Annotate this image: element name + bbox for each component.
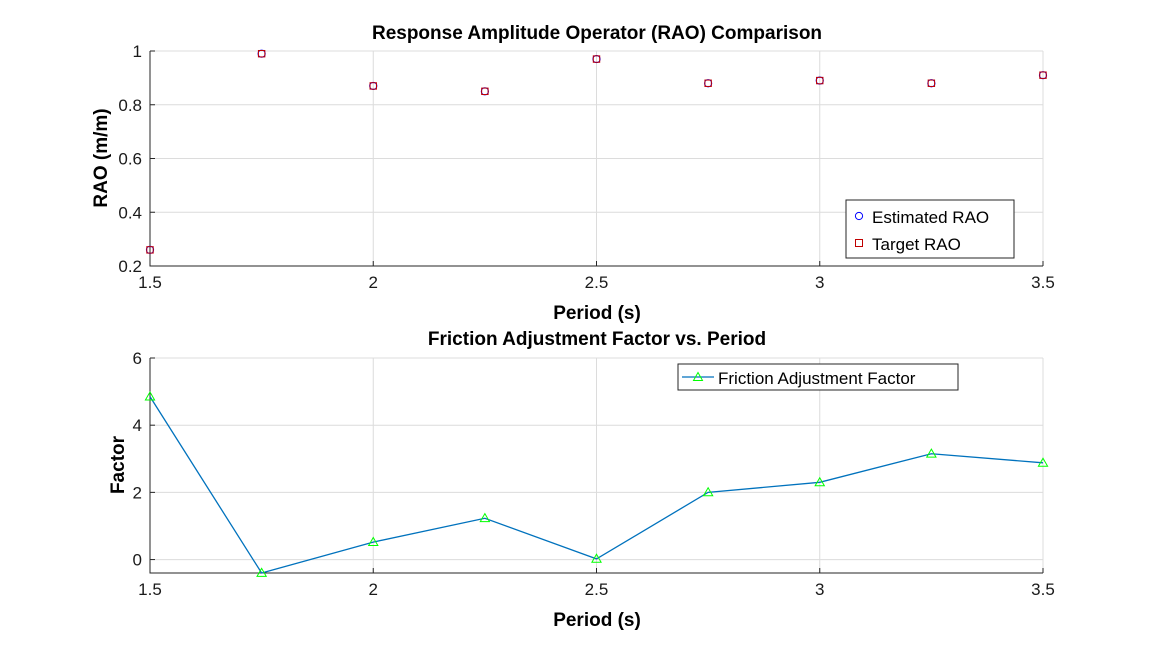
- x-tick-label: 2.5: [585, 273, 609, 292]
- friction-factor-chart: Friction Adjustment Factor vs. Period 1.…: [108, 329, 1055, 631]
- data-point-estimated: [480, 87, 489, 96]
- x-tick-label: 2.5: [585, 580, 609, 599]
- data-point-factor: [591, 553, 602, 563]
- data-point-target: [704, 79, 712, 87]
- x-axis-label: Period (s): [553, 610, 641, 631]
- data-point-factor: [256, 567, 268, 577]
- legend: Estimated RAO Target RAO: [845, 199, 1015, 259]
- legend-entry-friction: Friction Adjustment Factor: [718, 369, 916, 388]
- axes: [149, 50, 1044, 267]
- x-axis-label: Period (s): [553, 303, 641, 324]
- axis-lines: [149, 358, 1043, 574]
- x-tick-label: 3: [815, 580, 824, 599]
- y-tick-label: 0.4: [118, 203, 142, 222]
- data-point-target: [816, 76, 824, 85]
- x-tick-label: 3.5: [1031, 580, 1055, 599]
- x-tick-label: 1.5: [138, 273, 162, 292]
- chart-title: Response Amplitude Operator (RAO) Compar…: [372, 23, 822, 44]
- y-tick-label: 0.2: [118, 257, 142, 276]
- data-point-factor: [367, 536, 379, 546]
- y-tick-label: 1: [133, 42, 142, 61]
- y-tick-labels: 0 2 4 6: [133, 349, 142, 570]
- x-tick-labels: 1.5 2 2.5 3 3.5: [138, 273, 1055, 292]
- legend: Friction Adjustment Factor: [677, 363, 959, 391]
- data-point-factor: [1037, 457, 1049, 467]
- x-tick-label: 2: [369, 580, 378, 599]
- y-axis-label: Factor: [108, 435, 129, 494]
- x-tick-label: 1.5: [138, 580, 162, 599]
- legend-marker-triangle: [692, 371, 704, 381]
- data-point-target: [1039, 71, 1047, 79]
- legend-entry-estimated: Estimated RAO: [872, 208, 989, 227]
- data-point-factor: [814, 476, 826, 487]
- data-point-target: [927, 79, 936, 87]
- y-tick-label: 4: [133, 416, 142, 435]
- axes: [149, 357, 1044, 574]
- y-tick-label: 0.8: [118, 96, 142, 115]
- rao-comparison-chart: Response Amplitude Operator (RAO) Compar…: [91, 23, 1055, 324]
- legend-box: [845, 199, 1015, 259]
- y-axis-label: RAO (m/m): [91, 108, 112, 207]
- data-point-factor: [925, 448, 937, 458]
- data-marks: [145, 49, 1048, 254]
- chart-title: Friction Adjustment Factor vs. Period: [428, 329, 766, 350]
- data-marks: [144, 391, 1049, 577]
- data-point-target: [592, 55, 601, 63]
- y-tick-label: 0.6: [118, 150, 142, 169]
- series-line: [149, 396, 1044, 574]
- x-tick-label: 3.5: [1031, 273, 1055, 292]
- legend-box: [677, 363, 959, 391]
- y-tick-label: 6: [133, 349, 142, 368]
- data-point-factor: [144, 391, 156, 401]
- legend-marker-target: [855, 239, 863, 247]
- y-tick-labels: 0.2 0.4 0.6 0.8 1: [118, 42, 142, 276]
- data-point-target: [257, 49, 266, 58]
- data-point-estimated: [704, 79, 713, 88]
- data-point-target: [481, 87, 489, 96]
- x-tick-label: 3: [815, 273, 824, 292]
- legend-entry-target: Target RAO: [872, 235, 961, 254]
- y-tick-label: 2: [133, 483, 142, 502]
- x-tick-labels: 1.5 2 2.5 3 3.5: [138, 580, 1055, 599]
- x-tick-label: 2: [369, 273, 378, 292]
- y-tick-label: 0: [133, 551, 142, 570]
- legend-marker-estimated: [854, 211, 864, 221]
- data-point-target: [369, 82, 377, 90]
- data-point-estimated: [927, 79, 936, 88]
- data-point-target: [146, 246, 154, 254]
- data-point-factor: [702, 486, 714, 497]
- axis-lines: [149, 51, 1043, 267]
- data-point-factor: [479, 512, 491, 523]
